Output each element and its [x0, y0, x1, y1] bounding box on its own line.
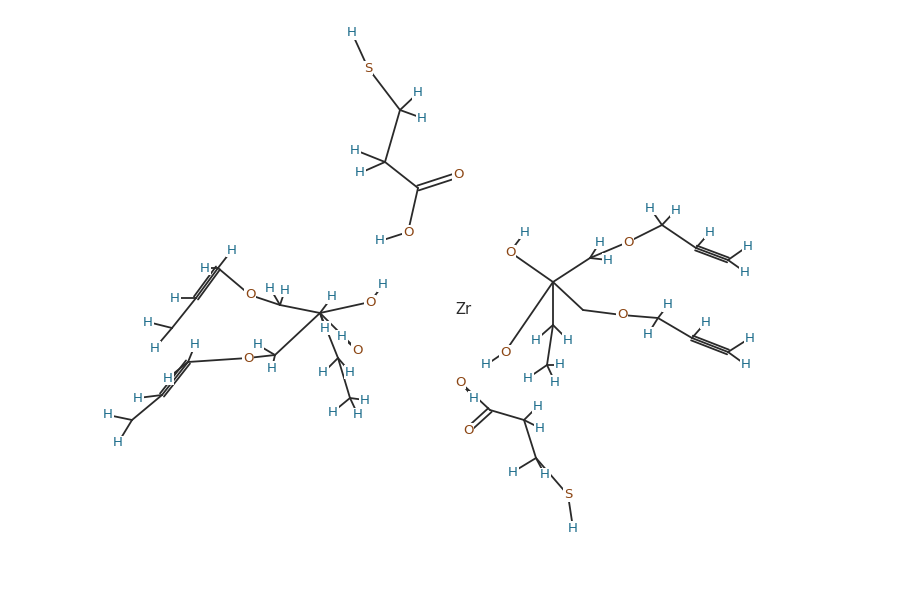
Text: H: H — [563, 333, 573, 346]
Text: H: H — [520, 225, 530, 238]
Text: H: H — [743, 240, 753, 253]
Text: H: H — [413, 86, 423, 100]
Text: H: H — [375, 235, 385, 248]
Text: H: H — [535, 421, 545, 434]
Text: H: H — [355, 166, 365, 179]
Text: H: H — [318, 367, 328, 379]
Text: H: H — [190, 339, 200, 352]
Text: H: H — [163, 371, 173, 384]
Text: H: H — [531, 333, 541, 346]
Text: H: H — [337, 331, 347, 344]
Text: H: H — [508, 466, 518, 479]
Text: H: H — [550, 376, 560, 389]
Text: H: H — [280, 283, 290, 296]
Text: H: H — [603, 254, 613, 267]
Text: O: O — [617, 309, 627, 322]
Text: H: H — [643, 328, 653, 341]
Text: H: H — [701, 315, 711, 328]
Text: H: H — [417, 111, 427, 124]
Text: O: O — [500, 346, 510, 359]
Text: H: H — [378, 278, 388, 291]
Text: H: H — [267, 362, 277, 375]
Text: O: O — [455, 376, 466, 389]
Text: H: H — [469, 392, 479, 405]
Text: H: H — [523, 371, 533, 384]
Text: H: H — [200, 262, 210, 275]
Text: H: H — [347, 26, 357, 39]
Text: H: H — [170, 291, 180, 304]
Text: H: H — [595, 235, 605, 248]
Text: H: H — [103, 408, 112, 421]
Text: S: S — [564, 488, 573, 501]
Text: O: O — [504, 246, 515, 259]
Text: H: H — [353, 408, 363, 421]
Text: O: O — [352, 344, 362, 357]
Text: H: H — [361, 394, 370, 407]
Text: H: H — [150, 341, 160, 354]
Text: O: O — [244, 288, 255, 301]
Text: H: H — [345, 365, 355, 378]
Text: O: O — [365, 296, 375, 309]
Text: H: H — [320, 322, 330, 334]
Text: H: H — [663, 299, 673, 312]
Text: H: H — [327, 291, 337, 304]
Text: H: H — [540, 469, 550, 482]
Text: O: O — [463, 424, 473, 437]
Text: H: H — [740, 265, 750, 278]
Text: O: O — [453, 169, 463, 182]
Text: H: H — [227, 243, 237, 256]
Text: O: O — [242, 352, 254, 365]
Text: H: H — [533, 400, 543, 413]
Text: H: H — [568, 522, 578, 535]
Text: H: H — [745, 331, 755, 344]
Text: H: H — [555, 359, 565, 371]
Text: H: H — [143, 315, 153, 328]
Text: H: H — [113, 437, 123, 450]
Text: H: H — [671, 203, 681, 216]
Text: Zr: Zr — [455, 302, 471, 317]
Text: H: H — [741, 359, 751, 371]
Text: H: H — [253, 339, 263, 352]
Text: H: H — [328, 405, 338, 418]
Text: O: O — [403, 225, 413, 238]
Text: H: H — [481, 359, 491, 371]
Text: H: H — [133, 392, 143, 405]
Text: H: H — [265, 282, 275, 294]
Text: S: S — [364, 62, 372, 75]
Text: H: H — [645, 201, 655, 214]
Text: O: O — [622, 235, 633, 248]
Text: H: H — [705, 225, 715, 238]
Text: H: H — [350, 144, 360, 156]
